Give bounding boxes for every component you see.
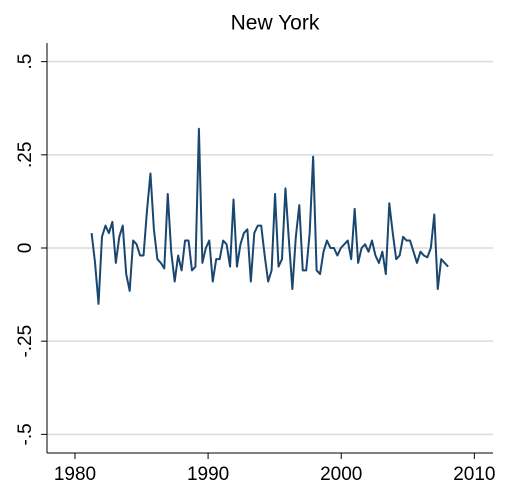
x-tick-label: 1990 [187,464,229,485]
y-tick-label: -.25 [15,325,36,358]
y-tick-label: -.5 [15,423,36,445]
y-tick-label: 0 [15,243,36,254]
x-tick-label: 1980 [54,464,96,485]
data-line [90,127,449,305]
x-tick-label: 2010 [453,464,495,485]
y-tick-label: .25 [15,142,36,168]
x-tick-label: 2000 [320,464,362,485]
chart-title: New York [231,12,320,35]
y-tick-label: .5 [15,54,36,70]
